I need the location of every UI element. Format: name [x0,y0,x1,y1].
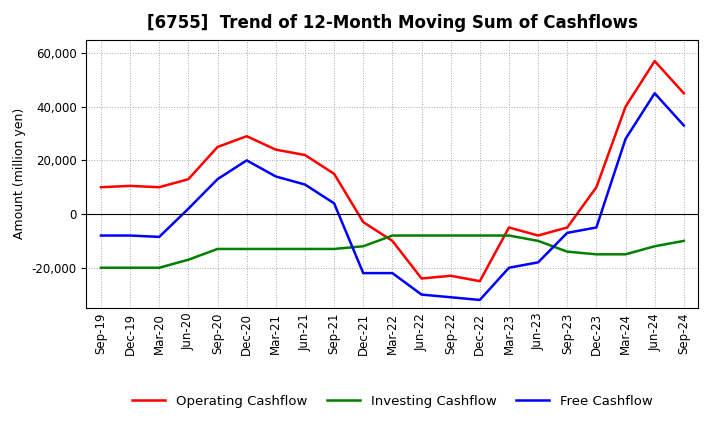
Operating Cashflow [446,273,455,279]
Operating Cashflow [680,91,688,96]
Operating Cashflow [96,184,105,190]
Investing Cashflow [271,246,280,252]
Operating Cashflow [388,238,397,243]
Free Cashflow [301,182,310,187]
Line: Operating Cashflow: Operating Cashflow [101,61,684,281]
Operating Cashflow [271,147,280,152]
Free Cashflow [271,174,280,179]
Investing Cashflow [388,233,397,238]
Investing Cashflow [621,252,630,257]
Investing Cashflow [475,233,484,238]
Investing Cashflow [680,238,688,243]
Investing Cashflow [417,233,426,238]
Investing Cashflow [563,249,572,254]
Operating Cashflow [505,225,513,230]
Legend: Operating Cashflow, Investing Cashflow, Free Cashflow: Operating Cashflow, Investing Cashflow, … [127,390,657,413]
Operating Cashflow [359,220,368,225]
Investing Cashflow [301,246,310,252]
Free Cashflow [184,206,193,211]
Operating Cashflow [301,152,310,158]
Free Cashflow [621,136,630,142]
Free Cashflow [243,158,251,163]
Free Cashflow [388,271,397,276]
Free Cashflow [155,234,163,239]
Investing Cashflow [592,252,600,257]
Free Cashflow [534,260,542,265]
Investing Cashflow [155,265,163,270]
Investing Cashflow [243,246,251,252]
Operating Cashflow [213,144,222,150]
Operating Cashflow [243,134,251,139]
Free Cashflow [592,225,600,230]
Free Cashflow [446,295,455,300]
Free Cashflow [213,176,222,182]
Free Cashflow [330,201,338,206]
Free Cashflow [505,265,513,270]
Investing Cashflow [446,233,455,238]
Y-axis label: Amount (million yen): Amount (million yen) [13,108,26,239]
Free Cashflow [126,233,135,238]
Operating Cashflow [417,276,426,281]
Investing Cashflow [650,244,659,249]
Free Cashflow [96,233,105,238]
Line: Free Cashflow: Free Cashflow [101,93,684,300]
Operating Cashflow [155,184,163,190]
Free Cashflow [563,230,572,235]
Investing Cashflow [505,233,513,238]
Operating Cashflow [184,176,193,182]
Investing Cashflow [126,265,135,270]
Operating Cashflow [592,184,600,190]
Operating Cashflow [621,104,630,109]
Operating Cashflow [650,59,659,64]
Operating Cashflow [563,225,572,230]
Investing Cashflow [184,257,193,262]
Free Cashflow [650,91,659,96]
Free Cashflow [680,123,688,128]
Title: [6755]  Trend of 12-Month Moving Sum of Cashflows: [6755] Trend of 12-Month Moving Sum of C… [147,15,638,33]
Operating Cashflow [534,233,542,238]
Operating Cashflow [126,183,135,188]
Operating Cashflow [330,171,338,176]
Free Cashflow [475,297,484,303]
Investing Cashflow [534,238,542,243]
Investing Cashflow [213,246,222,252]
Free Cashflow [359,271,368,276]
Investing Cashflow [330,246,338,252]
Investing Cashflow [359,244,368,249]
Free Cashflow [417,292,426,297]
Operating Cashflow [475,279,484,284]
Line: Investing Cashflow: Investing Cashflow [101,235,684,268]
Investing Cashflow [96,265,105,270]
